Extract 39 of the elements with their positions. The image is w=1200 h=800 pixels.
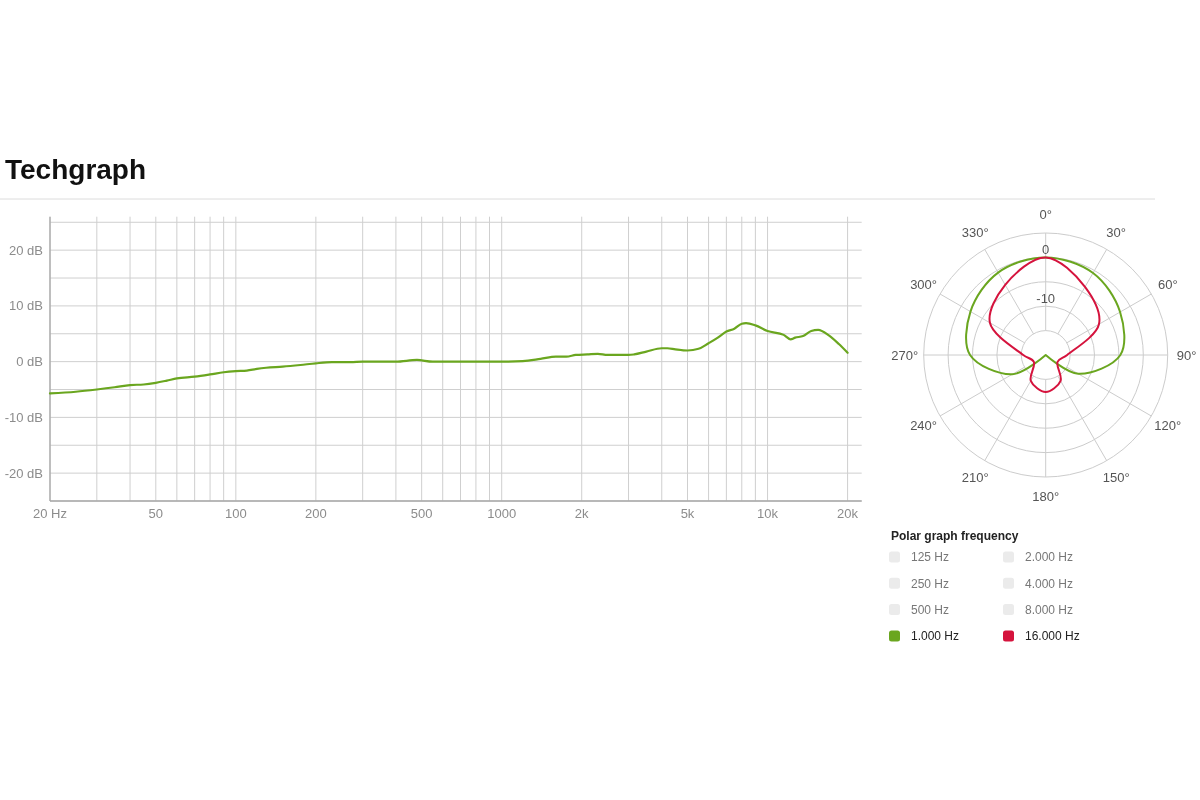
x-tick-label: 50 [148, 506, 164, 521]
y-tick-label: 20 dB [9, 242, 43, 258]
x-tick-label: 5k [680, 506, 695, 521]
spoke-label: 270° [891, 347, 919, 363]
spoke-label: 210° [961, 469, 989, 485]
spoke-label: 150° [1102, 469, 1130, 485]
spoke-label: 30° [1106, 225, 1127, 241]
x-tick-label: 20 Hz [33, 506, 67, 521]
y-tick-label: 0 dB [16, 354, 43, 370]
spoke-label: 90° [1176, 347, 1197, 363]
spoke-label: 300° [910, 277, 938, 293]
x-tick-label: 200 [305, 506, 327, 521]
x-tick-label: 100 [224, 506, 247, 521]
spoke-label: 0° [1039, 206, 1052, 222]
text: 8.000 Hz [1025, 602, 1074, 617]
legend-label: 1.000 Hz [911, 629, 960, 644]
y-tick-label: 10 dB [9, 298, 43, 314]
legend-title: Polar graph frequency [891, 529, 1019, 544]
x-tick-label: 2k [574, 506, 590, 521]
spoke-label: 180° [1032, 488, 1060, 504]
y-tick-label: -10 dB [4, 409, 43, 425]
legend-label: 16.000 Hz [1025, 629, 1080, 644]
text: 4.000 Hz [1025, 576, 1074, 591]
text: 500 Hz [911, 602, 950, 617]
chart-title: Techgraph [5, 154, 147, 185]
x-tick-label: 1000 [487, 506, 517, 521]
text: 2.000 Hz [1025, 550, 1074, 565]
spoke-label: 60° [1157, 277, 1178, 293]
y-tick-label: 0 [1042, 242, 1050, 258]
spoke-label: 240° [910, 418, 938, 434]
x-tick-label: 10k [757, 506, 779, 521]
x-tick-label: 20k [837, 506, 859, 521]
x-tick-label: 500 [410, 506, 433, 521]
text: 250 Hz [911, 576, 950, 591]
spoke-label: 120° [1154, 418, 1182, 434]
y-tick-label: -20 dB [4, 465, 43, 481]
text: 125 Hz [911, 550, 950, 565]
y-tick-label: -10 [1036, 291, 1056, 307]
spoke-label: 330° [961, 225, 989, 241]
